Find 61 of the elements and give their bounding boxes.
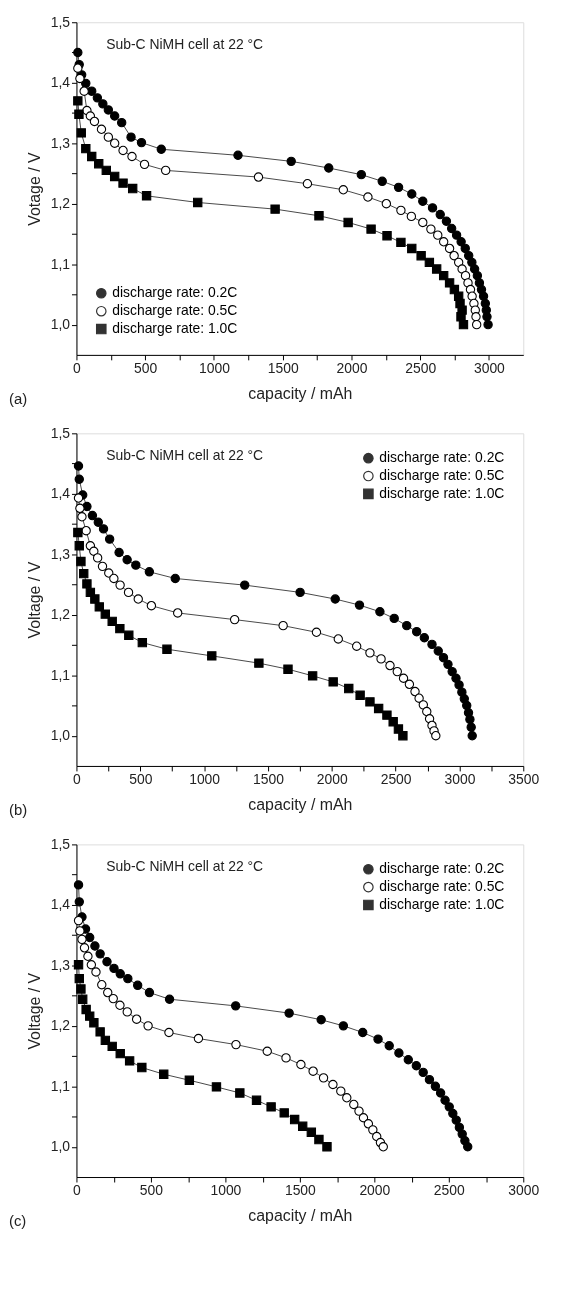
- text: (c): [8, 1212, 27, 1229]
- y-tick-label: 1,3: [50, 956, 71, 973]
- y-tick-label: 1,4: [50, 896, 71, 913]
- y-tick-label: 1,0: [50, 727, 71, 744]
- y-tick-label: 1,3: [50, 545, 71, 562]
- y-tick-label: 1,3: [50, 134, 71, 151]
- y-tick-label: 1,1: [50, 666, 71, 683]
- y-tick-label: 1,5: [50, 13, 71, 30]
- x-tick-label: 500: [139, 1182, 164, 1199]
- x-tick-label: 2000: [359, 1182, 391, 1199]
- x-tick-label: 1500: [252, 771, 285, 788]
- x-tick-label: 2500: [380, 771, 412, 788]
- legend-label: discharge rate: 1.0C: [379, 895, 505, 912]
- legend-label: discharge rate: 0.5C: [379, 466, 505, 483]
- x-axis-title: capacity / mAh: [248, 796, 353, 814]
- x-tick-label: 3000: [444, 771, 476, 788]
- y-tick-label: 1,2: [50, 1017, 71, 1034]
- x-tick-label: 2500: [405, 360, 437, 377]
- x-axis-title: capacity / mAh: [248, 1207, 353, 1225]
- x-axis-title: capacity / mAh: [248, 385, 353, 403]
- x-tick-label: 2000: [316, 771, 348, 788]
- y-tick-label: 1,1: [50, 255, 71, 272]
- x-tick-label: 3500: [508, 771, 540, 788]
- annotation: Sub-C NiMH cell at 22 °C: [106, 858, 264, 875]
- x-tick-label: 1000: [210, 1182, 242, 1199]
- text: (a): [8, 390, 28, 407]
- x-tick-label: 2500: [433, 1182, 466, 1199]
- y-tick-label: 1,5: [50, 835, 71, 852]
- y-tick-label: 1,0: [50, 1138, 71, 1155]
- y-tick-label: 1,4: [50, 485, 71, 502]
- y-tick-label: 1,2: [50, 195, 71, 212]
- x-tick-label: 1500: [284, 1182, 317, 1199]
- x-tick-label: 500: [129, 771, 153, 788]
- text: (b): [8, 801, 28, 818]
- x-tick-label: 1000: [198, 360, 231, 377]
- x-tick-label: 1000: [189, 771, 221, 788]
- annotation: Sub-C NiMH cell at 22 °C: [106, 447, 264, 464]
- y-tick-label: 1,2: [50, 606, 71, 623]
- x-tick-label: 1500: [267, 360, 299, 377]
- legend-label: discharge rate: 0.2C: [379, 860, 505, 877]
- y-axis-title: Votage / V: [25, 152, 43, 226]
- x-tick-label: 0: [73, 360, 82, 377]
- y-axis-title: Voltage / V: [25, 561, 43, 639]
- y-tick-label: 1,5: [50, 424, 71, 441]
- legend-label: discharge rate: 0.2C: [379, 449, 505, 466]
- y-tick-label: 1,0: [50, 316, 71, 333]
- legend-label: discharge rate: 1.0C: [112, 320, 238, 337]
- x-tick-label: 0: [73, 1182, 82, 1199]
- y-axis-title: Voltage / V: [25, 972, 43, 1050]
- x-tick-label: 3000: [508, 1182, 540, 1199]
- y-tick-label: 1,1: [50, 1077, 71, 1094]
- y-tick-label: 1,4: [50, 74, 71, 91]
- legend-label: discharge rate: 0.5C: [112, 302, 238, 319]
- legend-label: discharge rate: 1.0C: [379, 484, 505, 501]
- x-tick-label: 3000: [473, 360, 506, 377]
- x-tick-label: 0: [73, 771, 82, 788]
- annotation: Sub-C NiMH cell at 22 °C: [106, 36, 264, 53]
- legend-label: discharge rate: 0.2C: [112, 284, 238, 301]
- x-tick-label: 2000: [336, 360, 368, 377]
- legend-label: discharge rate: 0.5C: [379, 878, 505, 895]
- x-tick-label: 500: [134, 360, 158, 377]
